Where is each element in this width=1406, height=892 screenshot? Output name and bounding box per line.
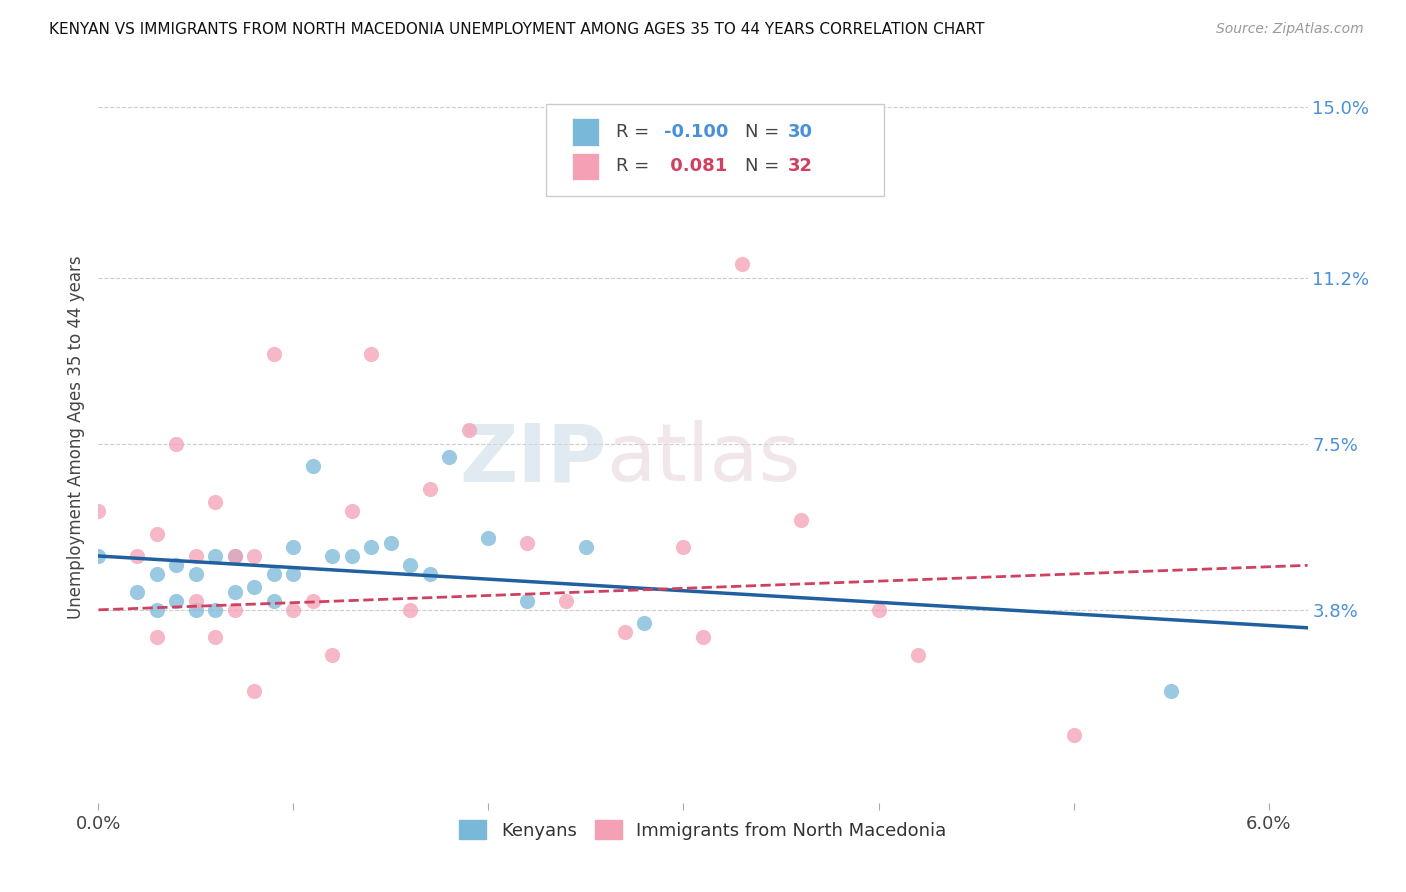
Point (302, 459, 325, 474)
Point (224, 585, 246, 599)
Point (184, 594, 207, 608)
Point (165, 558, 187, 572)
Point (516, 535, 538, 549)
Point (360, 347, 382, 361)
Point (165, 594, 187, 608)
Text: KENYAN VS IMMIGRANTS FROM NORTH MACEDONIA UNEMPLOYMENT AMONG AGES 35 TO 44 YEARS: KENYAN VS IMMIGRANTS FROM NORTH MACEDONI… (49, 22, 984, 37)
Point (204, 549, 226, 563)
Point (731, 257, 754, 271)
Point (146, 603, 169, 617)
Text: N =: N = (745, 123, 786, 141)
Point (399, 558, 422, 572)
Point (224, 549, 246, 563)
Point (692, 630, 714, 644)
Point (1160, 683, 1182, 698)
Point (439, 450, 461, 465)
Text: 32: 32 (787, 158, 813, 176)
Point (184, 549, 207, 563)
Point (458, 423, 481, 437)
Point (224, 549, 246, 563)
Point (146, 566, 169, 581)
Point (477, 531, 499, 545)
Point (907, 648, 929, 662)
Point (146, 526, 169, 541)
Point (146, 630, 169, 644)
Point (283, 603, 305, 617)
Point (165, 437, 187, 451)
Point (243, 683, 266, 698)
Point (263, 594, 285, 608)
Point (419, 566, 441, 581)
Point (204, 603, 226, 617)
Point (516, 594, 538, 608)
Text: R =: R = (616, 158, 655, 176)
Text: 30: 30 (787, 123, 813, 141)
Point (419, 482, 441, 496)
Bar (572, 153, 599, 180)
Point (321, 549, 343, 563)
Point (184, 603, 207, 617)
Text: -0.100: -0.100 (664, 123, 728, 141)
Y-axis label: Unemployment Among Ages 35 to 44 years: Unemployment Among Ages 35 to 44 years (66, 255, 84, 619)
Point (127, 549, 149, 563)
Point (184, 566, 207, 581)
Point (340, 549, 363, 563)
Point (1063, 729, 1085, 743)
Point (204, 495, 226, 509)
Point (360, 540, 382, 554)
Text: 0.081: 0.081 (664, 158, 727, 176)
Point (789, 513, 811, 527)
Point (263, 347, 285, 361)
Text: ZIP: ZIP (458, 420, 606, 498)
Point (555, 594, 578, 608)
Legend: Kenyans, Immigrants from North Macedonia: Kenyans, Immigrants from North Macedonia (450, 811, 956, 848)
Text: R =: R = (616, 123, 655, 141)
Point (302, 594, 325, 608)
Text: Source: ZipAtlas.com: Source: ZipAtlas.com (1216, 22, 1364, 37)
Point (204, 630, 226, 644)
Point (283, 540, 305, 554)
Point (243, 581, 266, 595)
Point (575, 540, 598, 554)
Text: N =: N = (745, 158, 786, 176)
Point (321, 648, 343, 662)
Point (340, 504, 363, 518)
Bar (572, 118, 599, 146)
Point (127, 585, 149, 599)
Point (380, 535, 402, 549)
Point (87, 549, 110, 563)
Point (672, 540, 695, 554)
Point (243, 549, 266, 563)
Point (224, 603, 246, 617)
Point (283, 566, 305, 581)
FancyBboxPatch shape (546, 104, 884, 195)
Point (868, 603, 890, 617)
Text: atlas: atlas (606, 420, 800, 498)
Point (614, 625, 637, 640)
Point (87, 504, 110, 518)
Point (633, 616, 655, 631)
Point (263, 566, 285, 581)
Point (399, 603, 422, 617)
